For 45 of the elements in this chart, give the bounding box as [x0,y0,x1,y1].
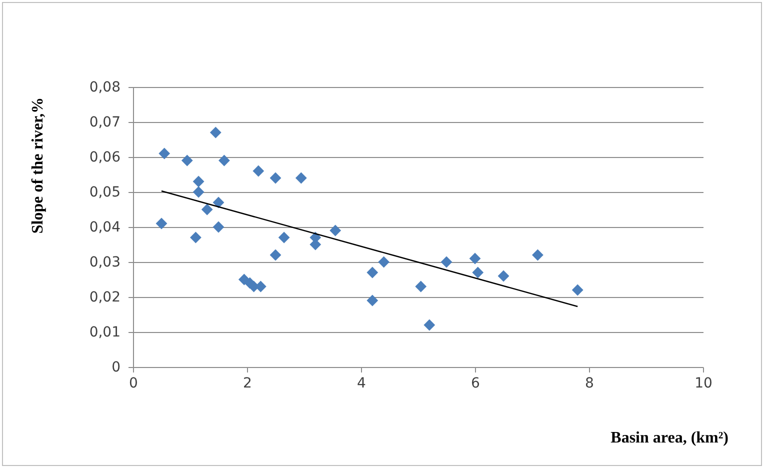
y-tick-label: 0,05 [89,184,120,200]
point [278,232,290,244]
point [212,196,224,208]
point [366,294,378,306]
point [532,249,544,261]
point [270,249,282,261]
x-tick-label: 6 [471,376,480,392]
point [498,270,510,282]
y-tick-label: 0,02 [89,290,120,306]
point [201,204,213,216]
y-tick-label: 0,04 [89,220,121,236]
point [469,252,481,264]
point [158,148,170,160]
point [181,154,193,166]
y-axis-title: Slope of the river,% [30,97,46,234]
point [366,266,378,278]
point [156,218,168,230]
y-tick-label: 0,01 [89,324,120,340]
point [192,186,204,198]
y-tick-label: 0 [112,360,120,376]
point [212,221,224,233]
point [295,172,307,184]
y-tick-label: 0,07 [89,114,120,130]
x-tick-label: 10 [694,376,712,392]
x-tick-label: 8 [585,376,594,392]
x-tick-label: 0 [129,376,138,392]
point [378,256,390,268]
point [415,280,427,292]
point [440,256,452,268]
point [424,319,436,331]
x-axis-title: Basin area, (km²) [610,430,728,446]
y-tick-label: 0,03 [89,254,120,270]
x-tick-label: 4 [357,376,366,392]
point [210,126,222,138]
point [218,154,230,166]
x-tick-label: 2 [243,376,252,392]
point [330,224,342,236]
point [192,176,204,188]
y-tick-label: 0,06 [89,150,121,166]
point [572,284,584,296]
y-tick-label: 0,08 [89,80,120,96]
point [472,266,484,278]
point [252,165,264,177]
point [190,232,202,244]
point [270,172,282,184]
